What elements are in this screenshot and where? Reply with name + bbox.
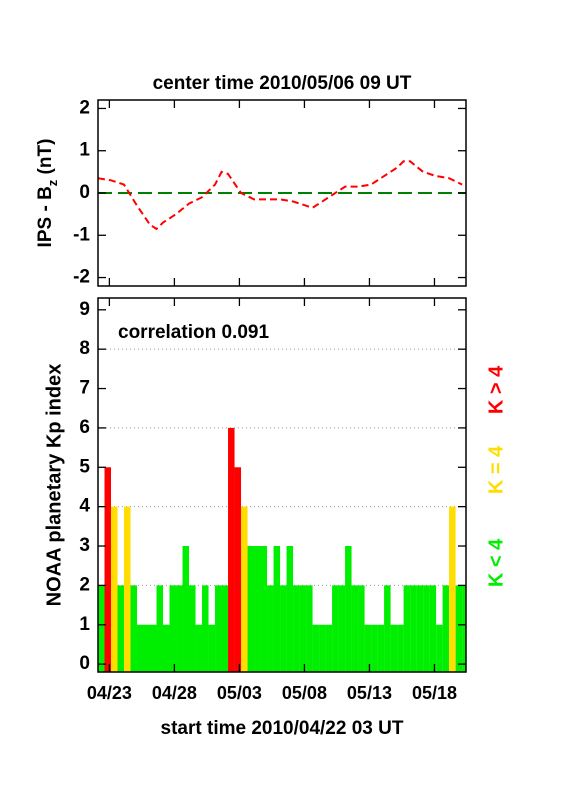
- plot-frame: [97, 297, 467, 673]
- bar: [423, 585, 430, 672]
- bar: [117, 585, 125, 672]
- y-tick-label: 2: [79, 97, 90, 118]
- y-axis-label: NOAA planetary Kp index: [43, 364, 65, 607]
- y-tick-label: 9: [79, 299, 90, 320]
- bar: [234, 467, 242, 672]
- bar: [260, 546, 268, 672]
- bar: [267, 585, 274, 672]
- y-axis-label-part: (nT): [35, 139, 56, 180]
- bar: [124, 506, 131, 672]
- y-tick-label: 1: [79, 140, 90, 161]
- bar: [332, 585, 339, 672]
- plot-frame: [97, 99, 467, 287]
- legend-label: K > 4: [485, 365, 507, 414]
- y-tick-label: 1: [79, 614, 90, 635]
- bar: [455, 585, 463, 672]
- bar: [215, 585, 222, 672]
- bar: [462, 585, 466, 672]
- bar: [377, 624, 385, 672]
- bar: [104, 467, 112, 672]
- bar: [221, 585, 229, 672]
- y-tick-label: 8: [79, 338, 90, 359]
- bar: [306, 585, 313, 672]
- y-tick-label: 7: [79, 378, 90, 399]
- y-tick-label: -1: [73, 224, 90, 245]
- bar: [156, 585, 164, 672]
- bar: [312, 624, 320, 672]
- y-tick-label: -2: [73, 267, 90, 288]
- bar: [163, 624, 170, 672]
- bar: [449, 506, 456, 672]
- bar: [319, 624, 326, 672]
- bar: [280, 585, 287, 672]
- bar: [351, 585, 359, 672]
- bar: [98, 585, 105, 672]
- y-axis-label-subscript: z: [45, 179, 60, 186]
- y-tick-label: 2: [79, 574, 90, 595]
- bar: [358, 585, 365, 672]
- bar: [182, 546, 190, 672]
- bar: [202, 585, 209, 672]
- bar: [345, 546, 352, 672]
- bar: [176, 585, 183, 672]
- bar: [189, 585, 196, 672]
- bar: [429, 585, 437, 672]
- bar: [325, 624, 333, 672]
- bar: [208, 624, 216, 672]
- y-tick-label: 0: [79, 182, 90, 203]
- bar: [397, 624, 404, 672]
- y-tick-label: 6: [79, 417, 90, 438]
- bar: [371, 624, 378, 672]
- x-tick-label: 05/13: [347, 683, 392, 703]
- y-tick-label: 3: [79, 535, 90, 556]
- bar: [273, 546, 281, 672]
- data-line: [97, 160, 463, 231]
- annotation: correlation 0.091: [118, 322, 269, 343]
- x-tick-label: 05/18: [412, 683, 457, 703]
- bar: [228, 427, 235, 672]
- bar: [137, 624, 144, 672]
- bar: [247, 546, 255, 672]
- bar: [364, 624, 372, 672]
- legend-label: K < 4: [485, 538, 507, 587]
- bar: [169, 585, 177, 672]
- y-axis-label-part: IPS - B: [35, 186, 56, 247]
- bar: [143, 624, 151, 672]
- bar: [111, 506, 118, 672]
- y-tick-label: 4: [79, 496, 90, 517]
- x-tick-label: 04/28: [152, 683, 197, 703]
- y-tick-label: 0: [79, 653, 90, 674]
- bar: [150, 624, 157, 672]
- bar: [130, 585, 138, 672]
- chart-title: center time 2010/05/06 09 UT: [153, 73, 412, 94]
- bar: [390, 624, 398, 672]
- x-tick-label: 04/23: [87, 683, 132, 703]
- bar: [293, 585, 300, 672]
- bar: [286, 546, 294, 672]
- legend-label: K = 4: [485, 445, 507, 494]
- x-tick-label: 05/08: [282, 683, 327, 703]
- x-axis-label: start time 2010/04/22 03 UT: [161, 718, 404, 739]
- bar: [195, 624, 203, 672]
- y-axis-label: IPS - Bz (nT): [35, 139, 60, 248]
- bar: [416, 585, 424, 672]
- bar: [436, 624, 443, 672]
- bar: [299, 585, 307, 672]
- bar: [384, 585, 391, 672]
- bar: [254, 546, 261, 672]
- bar: [442, 585, 450, 672]
- x-tick-label: 05/03: [217, 683, 262, 703]
- bar: [241, 506, 248, 672]
- bar: [338, 585, 346, 672]
- bar: [410, 585, 417, 672]
- y-tick-label: 5: [79, 456, 90, 477]
- bar: [403, 585, 411, 672]
